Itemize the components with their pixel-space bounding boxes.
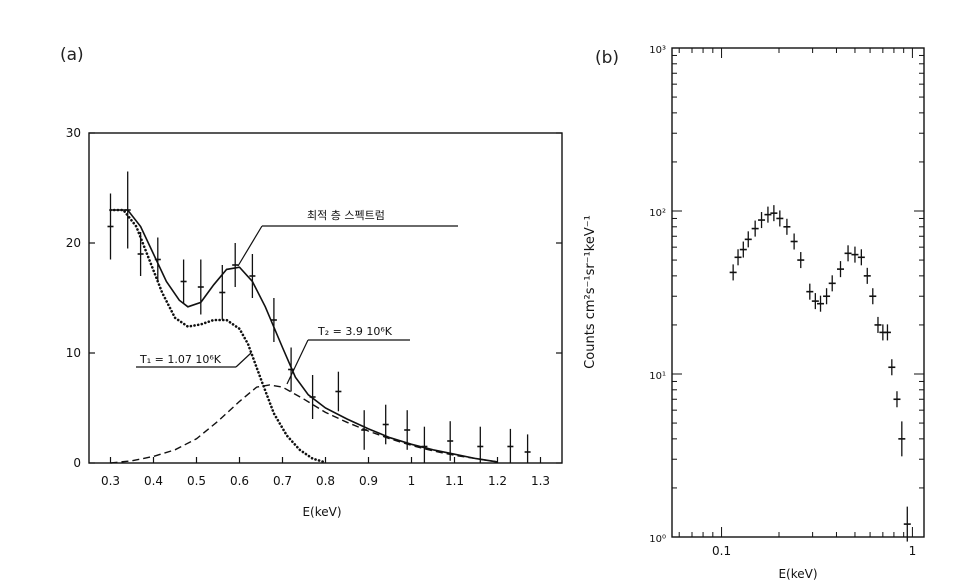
panel-a-x-axis-label: E(keV) [302, 505, 341, 519]
panel-a-y-ticks: 0 10 20 30 [66, 126, 562, 470]
panel-b-y-tick-label: 10⁰ [649, 534, 666, 545]
panel-a-x-tick-label: 0.5 [187, 474, 206, 488]
panel-a-x-tick-label: 0.3 [101, 474, 120, 488]
panel-b-frame [671, 47, 925, 538]
annotation-t2-label: T₂ = 3.9 10⁶K [317, 325, 393, 338]
panel-b-y-axis-label: Counts cm²s⁻¹sr⁻¹keV⁻¹ [583, 215, 598, 369]
panel-b-data-points [729, 205, 911, 542]
panel-a: (a) 0.3 0.4 0.5 0.6 0.7 0.8 0.9 1 1.1 1.2 1.3 0 10 2… [60, 45, 563, 519]
panel-b-y-ticks: 10⁰ 10¹ 10² 10³ [649, 45, 924, 545]
panel-a-x-tick-label: 0.9 [359, 474, 378, 488]
panel-a-label: (a) [60, 45, 84, 65]
panel-b-y-tick-label: 10¹ [649, 371, 666, 382]
panel-a-y-tick-label: 30 [66, 126, 81, 140]
panel-a-x-tick-label: 0.8 [316, 474, 335, 488]
panel-b-x-ticks: 0.1 1 [678, 48, 917, 558]
annotation-total-label: 최적 층 스펙트럼 [307, 209, 385, 222]
annotation-t1-label: T₁ = 1.07 10⁶K [139, 353, 222, 366]
panel-a-x-tick-label: 1 [408, 474, 416, 488]
panel-b-y-tick-label: 10³ [649, 45, 666, 56]
annotation-t1-pointer [235, 352, 252, 368]
t1-component-line [109, 208, 327, 464]
panel-a-frame [88, 132, 563, 464]
panel-b-x-axis-label: E(keV) [778, 567, 817, 581]
panel-a-y-tick-label: 10 [66, 346, 81, 360]
panel-b-y-tick-label: 10² [649, 208, 666, 219]
panel-a-x-tick-label: 0.7 [273, 474, 292, 488]
panel-a-curves [109, 208, 498, 464]
total-fit-line [110, 209, 498, 463]
panel-a-x-tick-label: 0.6 [230, 474, 249, 488]
panel-a-y-tick-label: 20 [66, 236, 81, 250]
panel-a-data-points [107, 171, 531, 463]
annotation-total-pointer [237, 225, 263, 267]
panel-b-x-tick-label: 0.1 [712, 544, 731, 558]
panel-b-x-tick-label: 1 [909, 544, 917, 558]
panel-a-x-ticks: 0.3 0.4 0.5 0.6 0.7 0.8 0.9 1 1.1 1.2 1.3 [101, 457, 550, 488]
panel-a-x-tick-label: 1.2 [488, 474, 507, 488]
panel-a-y-tick-label: 0 [73, 456, 81, 470]
panel-a-x-tick-label: 0.4 [144, 474, 163, 488]
panel-a-x-tick-label: 1.1 [445, 474, 464, 488]
annotation-t2-pointer [286, 339, 309, 385]
panel-a-x-tick-label: 1.3 [531, 474, 550, 488]
t2-component-line [110, 384, 498, 464]
panel-b-label: (b) [595, 48, 619, 68]
